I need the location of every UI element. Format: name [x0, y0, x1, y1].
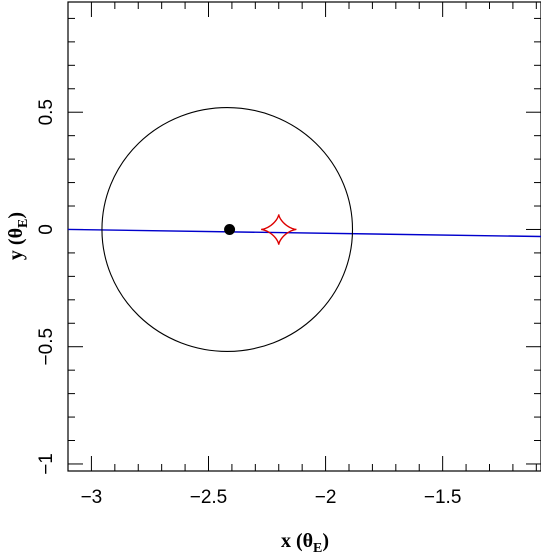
- axis-ticks: [67, 2, 541, 471]
- plot-content: [68, 106, 541, 352]
- x-tick-label: −3: [81, 487, 103, 508]
- x-tick-label: −2.5: [190, 487, 228, 508]
- critical-curve: [101, 106, 354, 352]
- y-tick-label: −1: [36, 453, 57, 475]
- y-axis-title: y (θE): [5, 212, 31, 260]
- x-tick-label: −2: [315, 487, 337, 508]
- y-tick-label: 0.5: [36, 99, 57, 125]
- y-tick-label: −0.5: [36, 328, 57, 366]
- x-tick-label: −1.5: [424, 487, 462, 508]
- source-trajectory: [68, 228, 541, 238]
- axis-tick-labels: −3 −2.5 −2 −1.5 −1 −0.5 0 0.5: [36, 99, 461, 508]
- plot-frame: [67, 1, 541, 472]
- caustic: [260, 214, 297, 245]
- y-tick-label: 0: [36, 224, 57, 235]
- lens-marker: [224, 223, 236, 235]
- x-axis-title: x (θE): [281, 530, 329, 555]
